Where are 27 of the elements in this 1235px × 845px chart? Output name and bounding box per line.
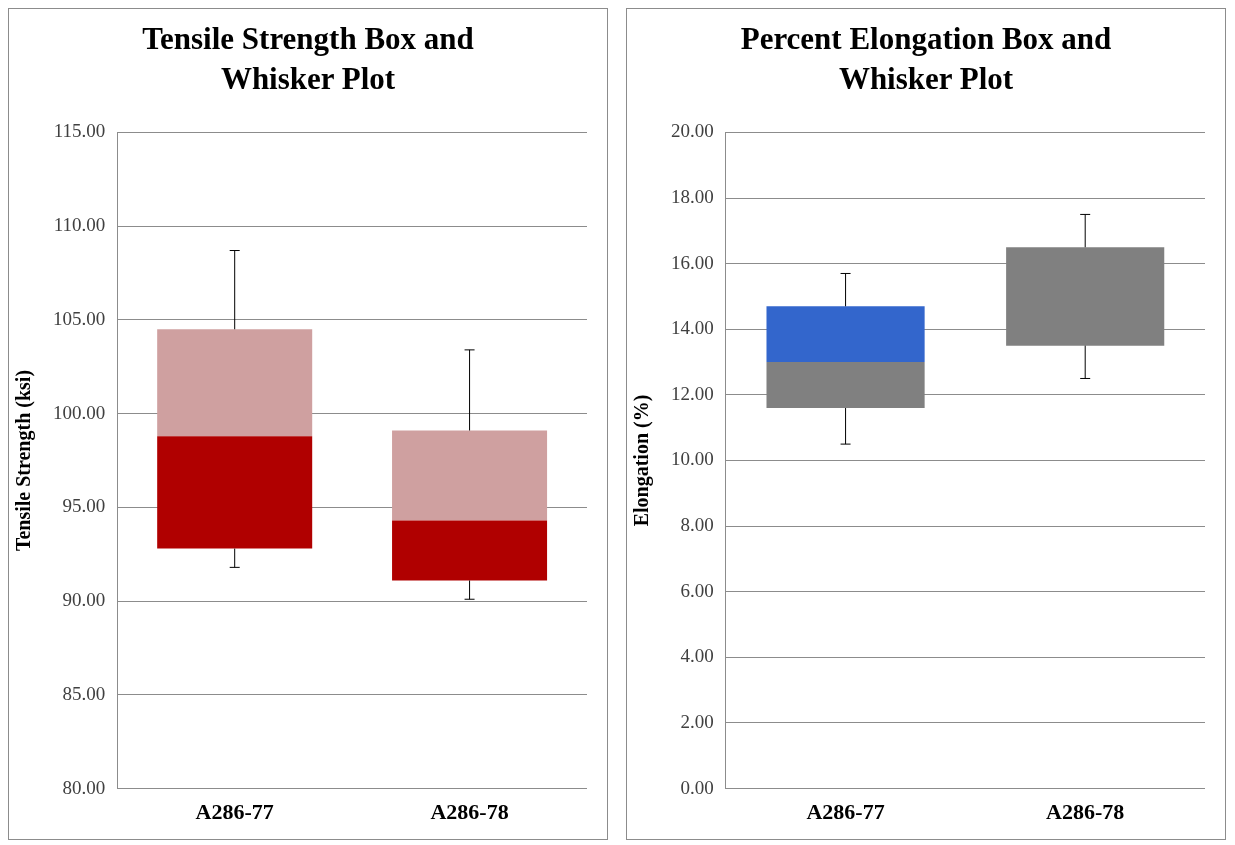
y-tick-label: 14.00 — [671, 317, 714, 339]
y-tick-label: 6.00 — [680, 579, 714, 601]
y-tick-label: 2.00 — [680, 710, 714, 732]
y-tick-label: 110.00 — [53, 214, 106, 236]
y-tick-label: 0.00 — [680, 776, 714, 798]
y-tick-label: 20.00 — [671, 120, 714, 142]
y-tick-label: 4.00 — [680, 645, 714, 667]
y-axis-title: Tensile Strength (ksi) — [12, 369, 36, 552]
y-axis-title: Elongation (%) — [630, 394, 654, 527]
chart-title: Tensile Strength Box and Whisker Plot — [141, 20, 475, 98]
y-tick-label: 8.00 — [680, 514, 714, 536]
x-tick-label: A286-77 — [806, 799, 885, 825]
y-tick-label: 85.00 — [62, 682, 106, 704]
y-tick-label: 80.00 — [62, 776, 106, 798]
y-tick-label: 100.00 — [53, 401, 106, 423]
x-tick-label: A286-78 — [1046, 799, 1125, 825]
y-tick-label: 18.00 — [671, 186, 714, 207]
x-tick-label: A286-77 — [195, 799, 274, 825]
x-tick-label: A286-78 — [430, 799, 509, 825]
y-tick-label: 16.00 — [671, 251, 714, 273]
y-tick-label: 105.00 — [53, 307, 106, 329]
y-tick-label: 95.00 — [62, 495, 106, 517]
y-tick-label: 10.00 — [671, 448, 714, 470]
y-tick-label: 90.00 — [62, 589, 106, 611]
y-tick-label: 12.00 — [671, 382, 714, 404]
y-tick-label: 115.00 — [53, 120, 106, 142]
chart-title: Percent Elongation Box and Whisker Plot — [739, 20, 1113, 98]
